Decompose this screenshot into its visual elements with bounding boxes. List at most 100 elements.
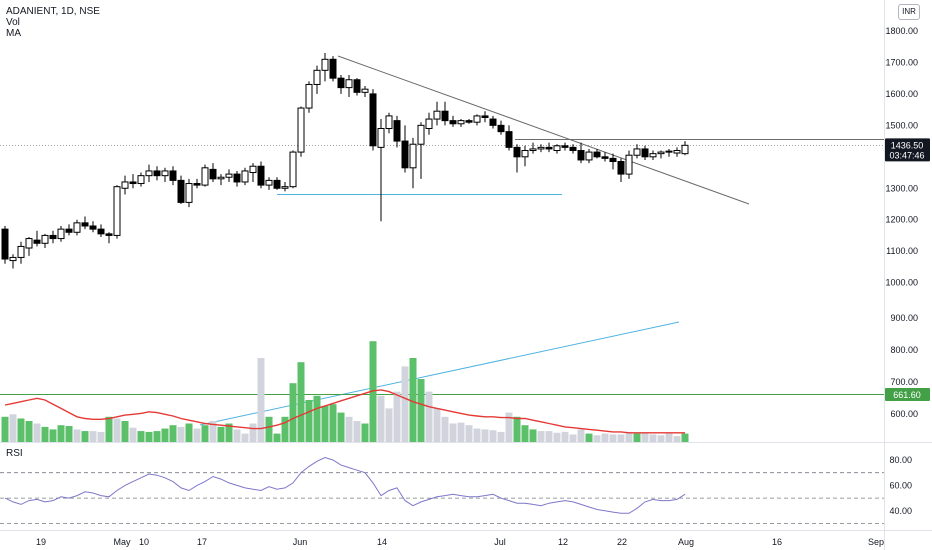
volume-bar: [201, 425, 209, 442]
volume-bar: [25, 421, 33, 442]
candle-body: [289, 151, 297, 188]
candle-body: [153, 170, 161, 177]
volume-bar: [169, 425, 177, 442]
volume-bar: [513, 416, 521, 442]
volume-bar: [233, 429, 241, 442]
candle-body: [489, 118, 497, 126]
volume-bar: [105, 416, 113, 442]
volume-bar: [241, 433, 249, 442]
candle-body: [513, 146, 521, 158]
candle-body: [201, 167, 209, 186]
candle-body: [241, 170, 249, 183]
volume-bar: [97, 431, 105, 442]
candle-body: [305, 83, 313, 109]
volume-bar: [481, 429, 489, 442]
last-price-value: 1436.50: [891, 140, 924, 150]
price-tick-label: 1100.00: [886, 246, 918, 256]
candle-body: [617, 161, 625, 175]
date-tick-label: 12: [558, 537, 568, 547]
volume-tick-label: 700.00: [890, 377, 918, 387]
volume-bar: [393, 391, 401, 442]
candle-body: [137, 175, 145, 185]
volume-bar: [529, 429, 537, 442]
last-price-badge: [885, 138, 930, 162]
volume-bar: [297, 362, 305, 442]
volume-bar: [345, 416, 353, 442]
volume-ma-line: [4, 389, 685, 434]
candle-body: [41, 234, 49, 244]
candle-body: [457, 120, 465, 125]
volume-bar: [649, 434, 657, 442]
volume-bar: [569, 434, 577, 442]
volume-bar: [489, 430, 497, 442]
volume-bar: [425, 391, 433, 442]
candle-body: [281, 186, 289, 189]
candle-body: [497, 124, 505, 133]
price-tick-label: 1300.00: [885, 183, 918, 193]
volume-bar: [177, 426, 185, 442]
volume-bar: [521, 425, 529, 442]
candle-body: [401, 140, 409, 169]
candle-body: [537, 146, 545, 150]
volume-bar: [81, 431, 89, 442]
candle-body: [73, 222, 81, 233]
volume-bar: [609, 434, 617, 442]
candle-body: [33, 239, 41, 244]
volume-bar: [585, 433, 593, 442]
volume-bar: [33, 423, 41, 442]
volume-bar: [681, 433, 689, 442]
volume-bar: [409, 358, 417, 442]
volume-bar: [633, 433, 641, 442]
date-tick-label: Jun: [293, 537, 308, 547]
candle-body: [641, 148, 649, 158]
volume-bar: [369, 341, 377, 442]
descending-trendline: [337, 55, 750, 205]
rsi-line: [4, 456, 686, 514]
candle-body: [1, 228, 9, 260]
candle-body: [329, 58, 337, 79]
volume-bar: [217, 426, 225, 442]
candle-body: [185, 183, 193, 203]
volume-bar: [641, 432, 649, 442]
candle-body: [217, 176, 225, 180]
volume-bar: [497, 431, 505, 442]
volume-bar: [601, 433, 609, 442]
candle-body: [129, 181, 137, 185]
candle-body: [409, 143, 417, 169]
volume-bar: [441, 416, 449, 442]
drawings-layer[interactable]: [0, 55, 884, 426]
candle-body: [297, 107, 305, 153]
candle-body: [633, 148, 641, 156]
volume-pane: [1, 341, 689, 442]
candle-body: [65, 228, 73, 233]
candle-body: [673, 150, 681, 154]
volume-bar: [401, 366, 409, 442]
candle-body: [353, 79, 361, 93]
volume-bar: [465, 425, 473, 442]
volume-bar: [657, 435, 665, 442]
candle-body: [249, 165, 257, 174]
volume-bar: [553, 432, 561, 442]
price-tick-label: 1500.00: [885, 120, 918, 130]
candle-body: [209, 168, 217, 180]
volume-tick-label: 800.00: [890, 345, 918, 355]
price-tick-label: 1800.00: [885, 26, 918, 36]
volume-bar: [537, 431, 545, 442]
candle-body: [561, 145, 569, 148]
date-tick-label: Jul: [494, 537, 506, 547]
date-tick-label: 14: [377, 537, 387, 547]
volume-bar: [145, 431, 153, 442]
candle-body: [665, 150, 673, 153]
volume-bar: [257, 358, 265, 442]
volume-bar: [185, 423, 193, 442]
volume-bar: [281, 416, 289, 442]
volume-bar: [161, 428, 169, 442]
volume-bar: [225, 423, 233, 442]
candlestick-series: [1, 53, 689, 269]
currency-button[interactable]: INR: [898, 4, 920, 20]
volume-bar: [113, 418, 121, 442]
volume-bar: [545, 431, 553, 442]
date-tick-label: 17: [197, 537, 207, 547]
